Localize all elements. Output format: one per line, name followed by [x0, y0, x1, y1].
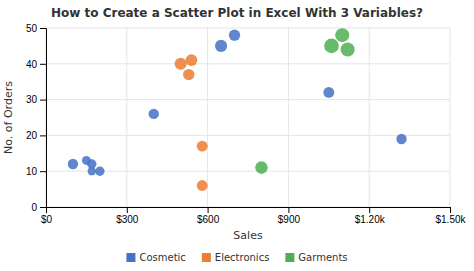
- grid-line-y: [46, 135, 450, 136]
- tick: 10: [26, 166, 46, 177]
- tick-label: 50: [26, 23, 38, 34]
- legend: Cosmetic Electronics Garments: [126, 252, 347, 263]
- tick-mark: [127, 207, 128, 213]
- tick-label: 0: [31, 202, 37, 213]
- tick-label: 40: [26, 59, 38, 70]
- grid-line-x: [369, 28, 370, 207]
- series: [68, 30, 407, 176]
- bubble: [396, 134, 406, 144]
- grid-line-y: [46, 28, 450, 29]
- tick-mark: [40, 171, 46, 172]
- tick: 0: [31, 202, 46, 213]
- tick-mark: [40, 207, 46, 208]
- tick-mark: [288, 207, 289, 213]
- series: [175, 54, 208, 191]
- plot-area: $0 $300 $600 $900 $1.20k $1.50k 0 10 20 30 40 50: [26, 23, 467, 225]
- tick: $300: [116, 207, 139, 225]
- y-axis: 0 10 20 30 40 50: [26, 23, 47, 213]
- tick: $1.20k: [355, 207, 386, 225]
- legend-swatch: [285, 253, 294, 262]
- grid-line-y: [46, 63, 450, 64]
- tick-mark: [208, 207, 209, 213]
- legend-item: Electronics: [202, 252, 270, 263]
- points: [68, 28, 407, 191]
- tick-label: 20: [26, 130, 38, 141]
- bubble: [335, 28, 349, 42]
- bubble: [255, 161, 268, 174]
- tick: 40: [26, 59, 46, 70]
- bubble: [149, 109, 159, 119]
- bubble: [323, 87, 334, 98]
- bubble: [175, 58, 187, 70]
- tick: $0: [41, 207, 53, 225]
- tick-mark: [40, 100, 46, 101]
- legend-label: Cosmetic: [139, 252, 185, 263]
- bubble: [95, 167, 104, 176]
- bubble: [186, 54, 198, 66]
- tick-mark: [369, 207, 370, 213]
- legend-label: Electronics: [215, 252, 270, 263]
- x-axis-title: Sales: [233, 229, 263, 242]
- bubble: [341, 42, 355, 56]
- grid-line-x: [207, 28, 208, 207]
- bubble: [229, 30, 240, 41]
- tick-mark: [40, 64, 46, 65]
- tick-label: 10: [26, 166, 38, 177]
- tick-label: $900: [278, 214, 301, 225]
- tick: $900: [278, 207, 301, 225]
- series: [255, 28, 354, 174]
- grid-line-x: [450, 28, 451, 207]
- grid-line-y: [46, 171, 450, 172]
- tick-label: $0: [41, 214, 53, 225]
- bubble: [88, 167, 96, 175]
- grid-line-x: [288, 28, 289, 207]
- grid-line-x: [126, 28, 127, 207]
- tick-label: $600: [197, 214, 220, 225]
- tick-label: $1.50k: [435, 214, 466, 225]
- tick-mark: [40, 28, 46, 29]
- tick: $1.50k: [435, 207, 466, 225]
- tick: 20: [26, 130, 46, 141]
- bubble: [215, 40, 227, 52]
- tick-mark: [450, 207, 451, 213]
- tick-mark: [40, 135, 46, 136]
- grid: [46, 28, 450, 207]
- title: How to Create a Scatter Plot in Excel Wi…: [51, 6, 423, 20]
- legend-swatch: [202, 253, 211, 262]
- axis-domain: [47, 208, 451, 214]
- bubble: [324, 39, 339, 54]
- tick: 30: [26, 94, 46, 105]
- chart: $0 $300 $600 $900 $1.20k $1.50k 0 10 20 30 40 50 How…: [0, 0, 474, 271]
- axis-domain: [40, 29, 47, 208]
- x-axis: $0 $300 $600 $900 $1.20k $1.50k: [41, 207, 467, 225]
- tick-label: $1.20k: [355, 214, 386, 225]
- bubble: [197, 141, 208, 152]
- legend-item: Cosmetic: [126, 252, 185, 263]
- tick: $600: [197, 207, 220, 225]
- bubble: [183, 69, 194, 80]
- tick-label: $300: [116, 214, 139, 225]
- grid-line-y: [46, 99, 450, 100]
- bubble: [68, 159, 78, 169]
- y-axis-title: No. of Orders: [2, 81, 15, 154]
- legend-item: Garments: [285, 252, 347, 263]
- bubble: [197, 180, 208, 191]
- legend-label: Garments: [298, 252, 347, 263]
- tick-label: 30: [26, 94, 38, 105]
- legend-swatch: [126, 253, 135, 262]
- tick: 50: [26, 23, 46, 34]
